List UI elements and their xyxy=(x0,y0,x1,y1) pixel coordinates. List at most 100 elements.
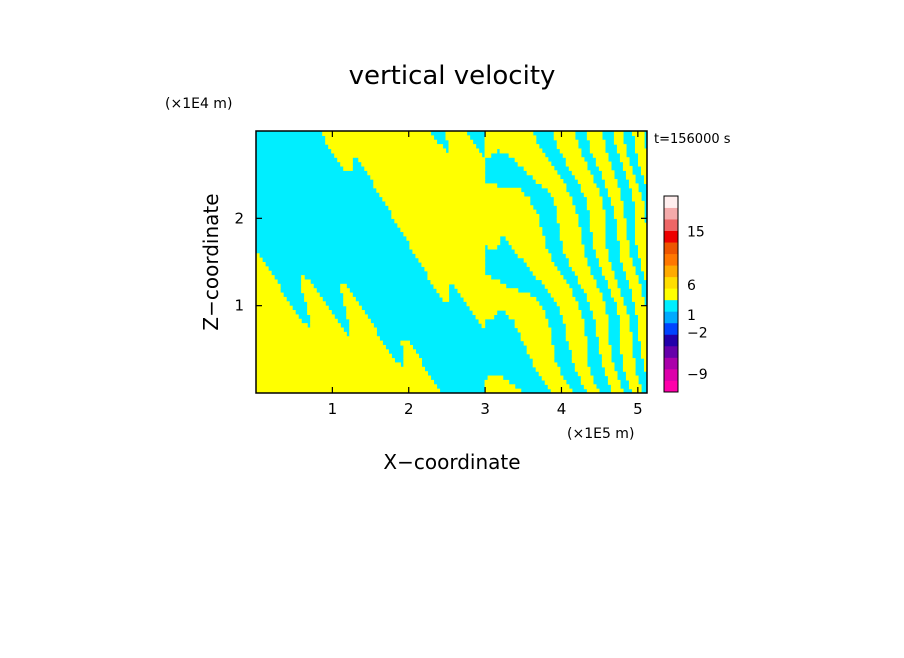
field-band xyxy=(616,148,627,154)
field-band xyxy=(634,135,645,141)
colorbar-swatch xyxy=(664,265,678,278)
field-band xyxy=(592,240,606,246)
field-band xyxy=(580,187,600,193)
field-band xyxy=(514,157,549,163)
field-band xyxy=(607,192,621,198)
field-band xyxy=(589,301,606,307)
field-band xyxy=(634,222,647,228)
field-band xyxy=(592,152,609,158)
field-band xyxy=(628,283,642,289)
x-axis-ticks: 1 2 3 4 5 xyxy=(328,131,643,418)
field-band xyxy=(256,270,272,276)
field-band xyxy=(463,296,537,302)
field-band xyxy=(406,235,501,241)
field-band xyxy=(508,314,546,320)
field-band xyxy=(634,301,645,307)
field-band xyxy=(427,270,486,276)
field-band xyxy=(634,200,645,206)
field-band xyxy=(595,323,609,329)
colorbar-swatch xyxy=(664,299,678,312)
field-band xyxy=(403,353,420,359)
field-band xyxy=(499,148,543,154)
field-band xyxy=(559,222,579,228)
field-band xyxy=(565,336,588,342)
field-band xyxy=(388,205,534,211)
field-band xyxy=(589,139,606,145)
field-band xyxy=(577,371,591,377)
field-band xyxy=(310,314,335,320)
field-band xyxy=(256,327,344,333)
field-band xyxy=(589,213,606,219)
field-band xyxy=(622,165,633,171)
field-band xyxy=(628,179,636,184)
field-band xyxy=(619,327,630,333)
field-band xyxy=(598,262,612,267)
field-band xyxy=(601,353,612,359)
field-band xyxy=(622,366,636,372)
field-band xyxy=(256,257,263,263)
field-band xyxy=(574,270,591,276)
field-band xyxy=(601,358,612,364)
field-band xyxy=(340,161,353,167)
field-band xyxy=(553,135,576,141)
field-band xyxy=(634,205,645,211)
field-band xyxy=(457,288,519,294)
colorbar-swatch xyxy=(664,357,678,370)
field-band xyxy=(550,192,570,198)
field-band xyxy=(445,135,471,141)
field-band xyxy=(640,170,647,176)
field-band xyxy=(601,266,612,272)
colorbar-swatch xyxy=(664,207,678,220)
field-band xyxy=(610,200,624,206)
field-band xyxy=(349,323,374,329)
field-band xyxy=(556,139,579,145)
field-band xyxy=(622,161,630,167)
field-band xyxy=(526,170,558,176)
field-band xyxy=(556,301,579,307)
field-band xyxy=(595,327,609,333)
field-band xyxy=(607,379,621,385)
field-band xyxy=(625,375,639,381)
field-band xyxy=(586,388,600,393)
field-band xyxy=(547,187,567,193)
colorbar-swatch xyxy=(664,253,678,266)
plot-field xyxy=(256,131,647,393)
field-band xyxy=(637,331,647,337)
field-band xyxy=(448,148,480,154)
field-band xyxy=(541,279,567,285)
field-band xyxy=(391,213,540,219)
field-band xyxy=(340,288,350,294)
field-band xyxy=(361,161,486,167)
field-band xyxy=(640,266,647,272)
field-band xyxy=(256,331,347,337)
field-band xyxy=(607,187,621,193)
field-band xyxy=(304,292,320,298)
field-band xyxy=(511,244,546,250)
field-band xyxy=(484,388,522,393)
field-band xyxy=(514,248,549,254)
field-band xyxy=(400,227,543,233)
z-tick-label: 1 xyxy=(234,297,244,315)
field-band xyxy=(256,344,386,350)
field-band xyxy=(634,144,645,150)
field-band xyxy=(487,375,504,381)
field-band xyxy=(637,253,647,259)
field-band xyxy=(580,283,597,289)
field-band xyxy=(307,305,329,311)
field-band xyxy=(619,240,630,246)
field-band xyxy=(619,244,630,250)
field-band xyxy=(385,200,531,206)
field-band xyxy=(310,318,338,324)
x-axis-unit: (×1E5 m) xyxy=(567,426,634,442)
field-band xyxy=(403,358,423,364)
field-band xyxy=(610,388,624,393)
field-band xyxy=(616,222,627,228)
field-band xyxy=(640,262,647,267)
field-band xyxy=(532,270,561,276)
x-tick-label: 2 xyxy=(404,400,414,418)
x-tick-label: 3 xyxy=(480,400,490,418)
field-band xyxy=(256,340,383,346)
field-band xyxy=(643,270,647,276)
field-band xyxy=(364,165,486,171)
field-band xyxy=(553,196,573,202)
